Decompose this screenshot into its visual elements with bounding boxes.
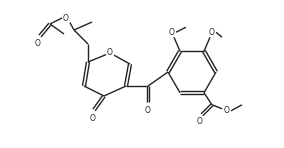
Text: O: O (224, 106, 230, 115)
Text: O: O (209, 28, 215, 37)
Text: O: O (63, 13, 69, 22)
Text: O: O (197, 117, 203, 126)
Text: O: O (90, 114, 96, 123)
Text: O: O (35, 38, 41, 48)
Text: O: O (107, 48, 113, 57)
Text: O: O (145, 106, 151, 115)
Text: O: O (169, 28, 175, 37)
